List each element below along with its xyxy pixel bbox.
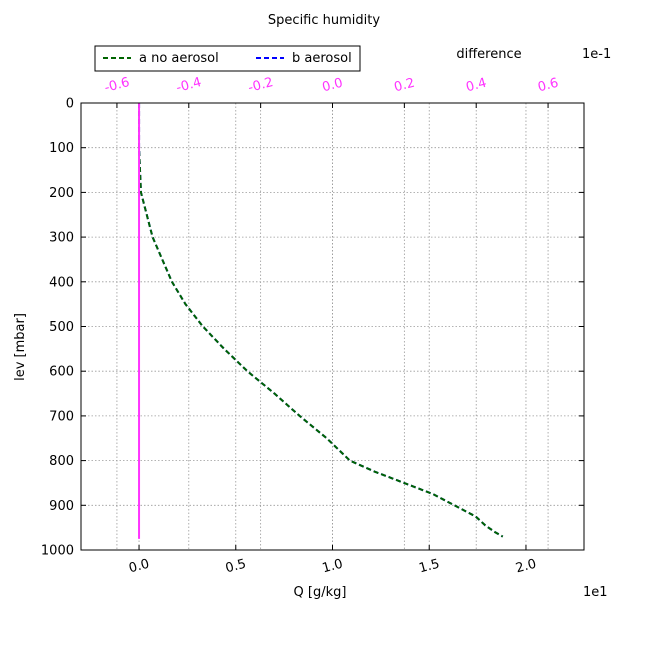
y-tick-label: 600 bbox=[49, 365, 74, 380]
x-tick-label: 1.5 bbox=[417, 557, 441, 577]
left-axis: 0 100 200 300 400 500 600 700 800 900 1000 bbox=[41, 97, 584, 559]
series-layer bbox=[138, 103, 504, 539]
x-tick-label: 0.5 bbox=[224, 557, 248, 577]
y-tick-label: 400 bbox=[49, 275, 74, 290]
y-tick-label: 1000 bbox=[41, 544, 74, 559]
y-tick-label: 800 bbox=[49, 454, 74, 469]
top-tick-label: 0.4 bbox=[464, 76, 488, 96]
y-tick-label: 500 bbox=[49, 320, 74, 335]
y-tick-label: 100 bbox=[49, 141, 74, 156]
series-line-a bbox=[138, 103, 504, 538]
top-tick-label: 0.0 bbox=[321, 76, 345, 96]
top-tick-label: -0.6 bbox=[103, 75, 131, 96]
y-tick-label: 900 bbox=[49, 499, 74, 514]
top-axis-label: difference bbox=[456, 47, 521, 62]
top-tick-label: -0.2 bbox=[247, 75, 275, 96]
top-tick-label: 0.2 bbox=[393, 76, 417, 96]
legend: a no aerosol b aerosol bbox=[94, 45, 361, 72]
y-tick-label: 300 bbox=[49, 231, 74, 246]
top-scale-label: 1e-1 bbox=[582, 47, 611, 62]
y-tick-label: 700 bbox=[49, 409, 74, 424]
x-tick-label: 0.0 bbox=[127, 557, 151, 577]
top-axis: -0.6 -0.4 -0.2 0.0 0.2 0.4 0.6 bbox=[103, 75, 560, 108]
grid bbox=[81, 102, 584, 551]
x-axis-label: Q [g/kg] bbox=[294, 585, 347, 600]
x-tick-label: 2.0 bbox=[514, 557, 538, 577]
y-axis-label: lev [mbar] bbox=[13, 313, 28, 381]
chart-title: Specific humidity bbox=[268, 13, 380, 28]
legend-label-b: b aerosol bbox=[292, 51, 352, 66]
top-tick-label: 0.6 bbox=[536, 76, 560, 96]
x-tick-label: 1.0 bbox=[321, 557, 345, 577]
legend-box bbox=[94, 45, 361, 72]
y-tick-label: 200 bbox=[49, 186, 74, 201]
legend-label-a: a no aerosol bbox=[139, 51, 219, 66]
top-tick-label: -0.4 bbox=[175, 75, 203, 96]
y-tick-label: 0 bbox=[66, 97, 74, 112]
x-scale-label: 1e1 bbox=[583, 585, 608, 600]
bottom-axis: 0.0 0.5 1.0 1.5 2.0 bbox=[127, 545, 538, 576]
